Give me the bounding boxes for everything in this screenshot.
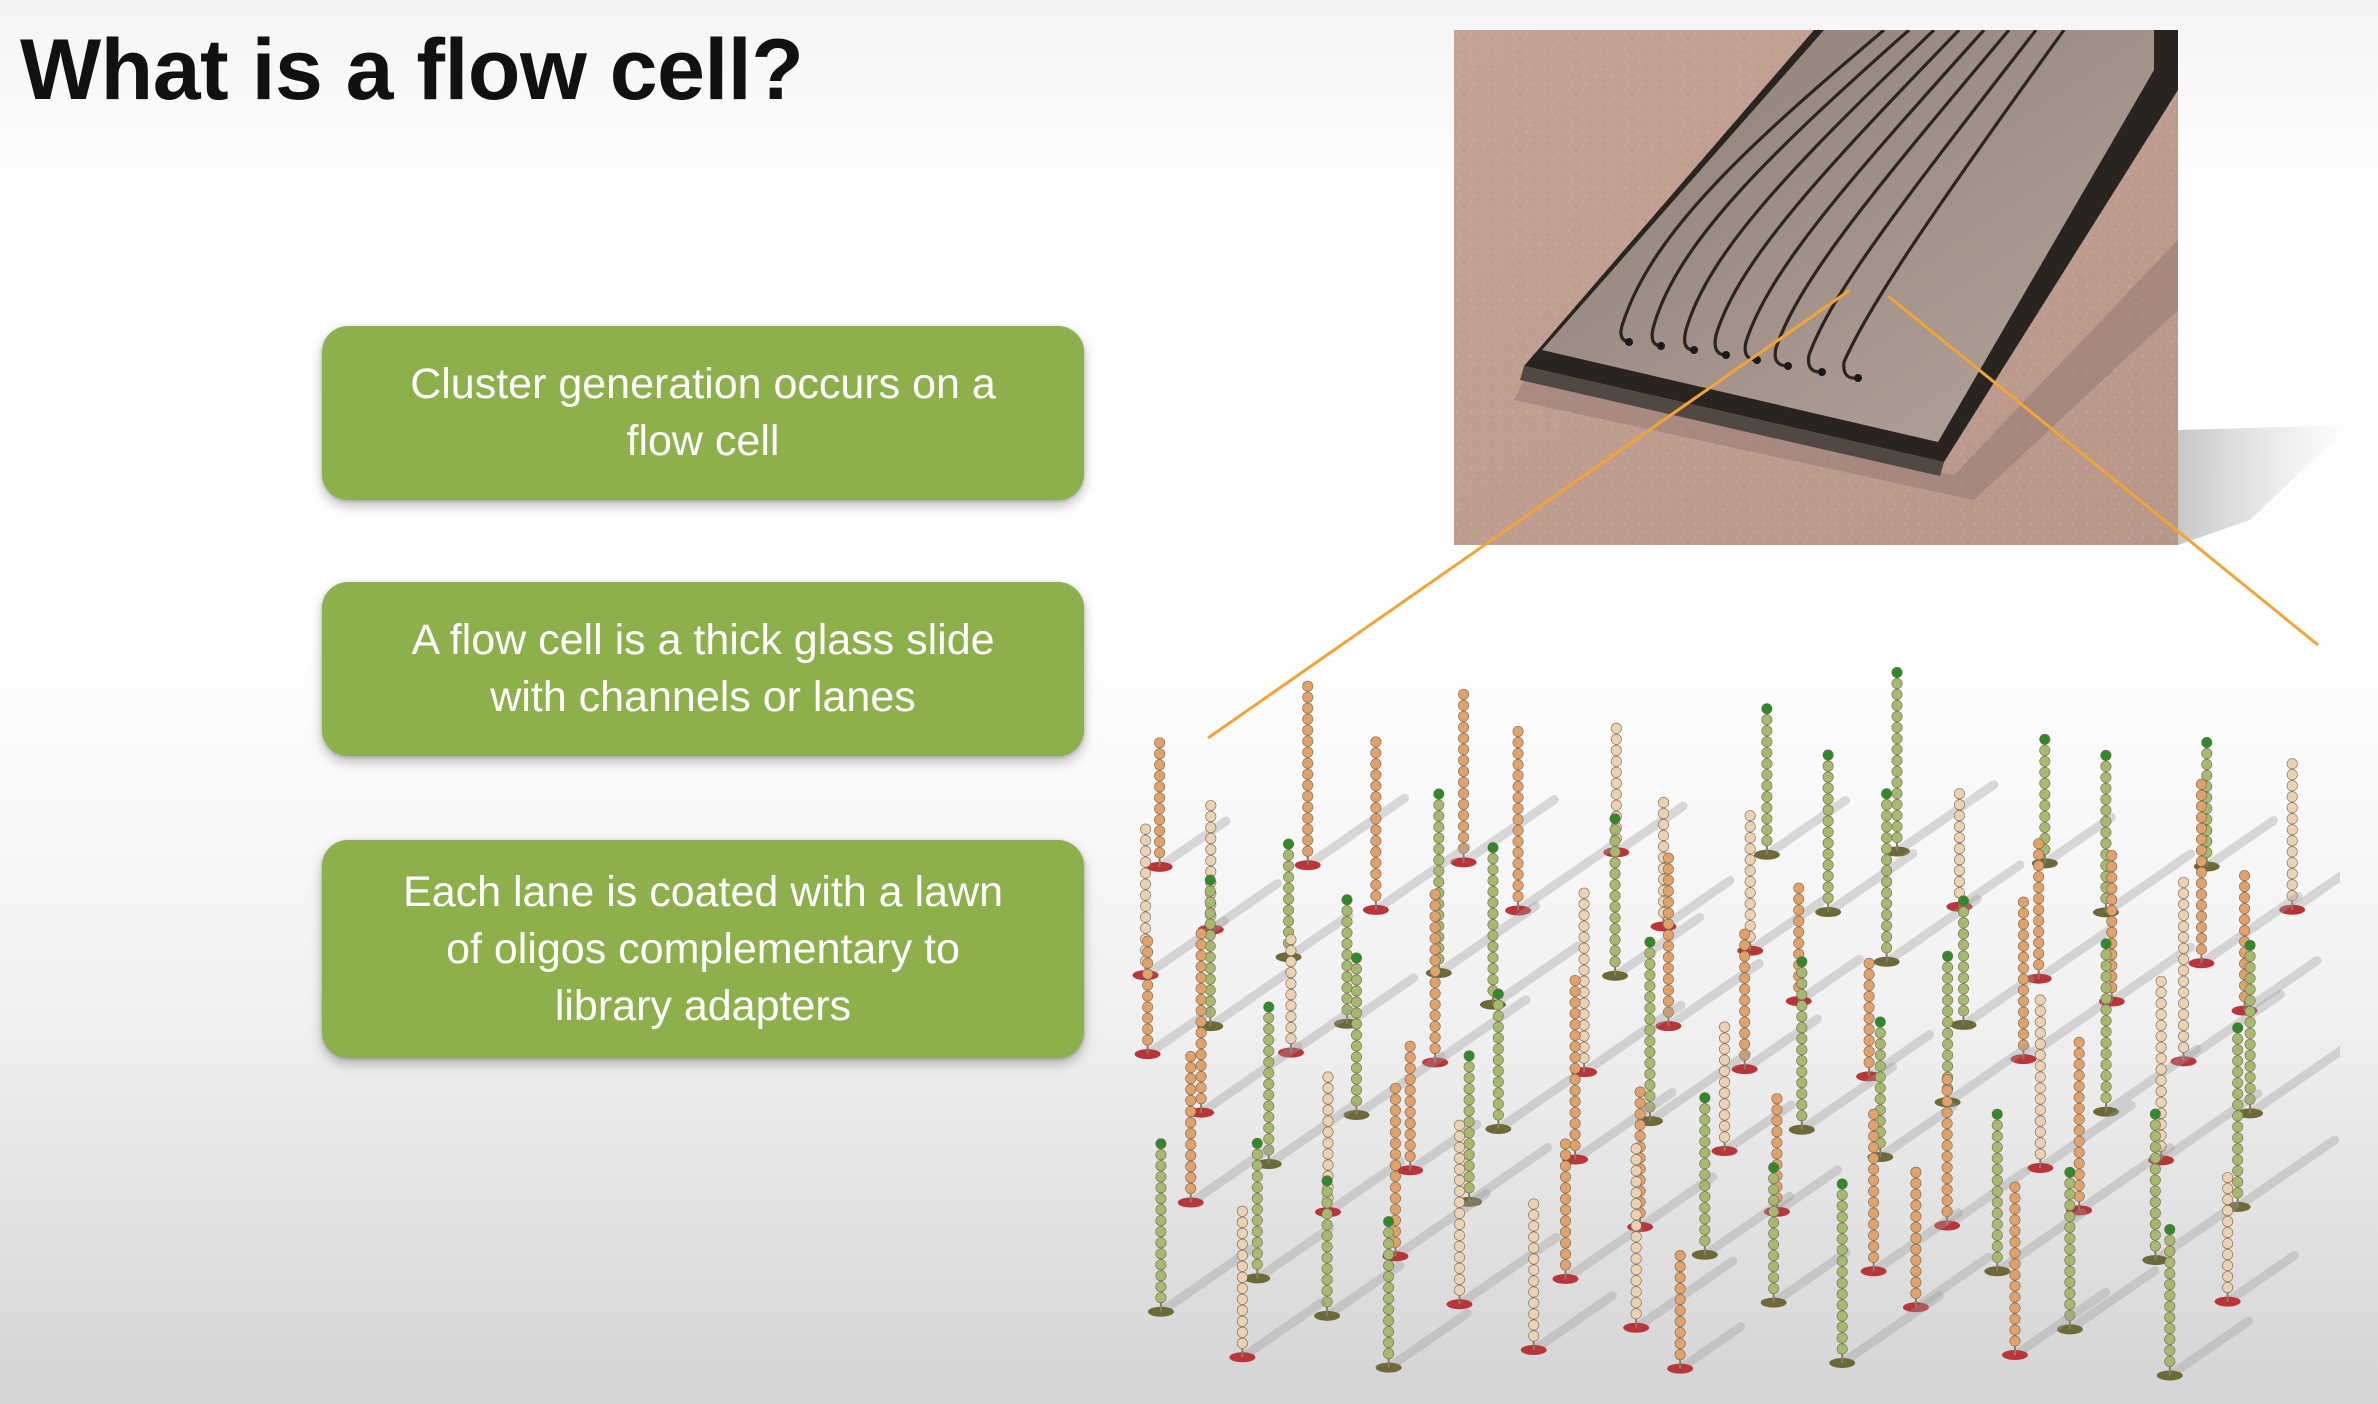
info-box-cluster-generation: Cluster generation occurs on a flow cell <box>322 326 1084 500</box>
oligo-lawn-illustration <box>1132 667 2340 1381</box>
oligo-strand <box>1815 749 1918 918</box>
info-box-text: Each lane is coated with a lawn of oligo… <box>403 864 1003 1035</box>
oligo-strand <box>2025 838 2116 984</box>
oligo-strand <box>1485 988 1576 1135</box>
oligo-strand <box>1134 935 1213 1060</box>
oligo-strand <box>1760 1162 1851 1308</box>
oligo-strand <box>1562 974 1677 1165</box>
oligo-strand <box>1946 788 2025 912</box>
info-box-line: Cluster generation occurs on a <box>410 360 996 408</box>
oligo-strand <box>1829 1178 1944 1368</box>
info-box-oligo-lawn: Each lane is coated with a lawn of oligo… <box>322 840 1084 1058</box>
oligo-strand <box>1867 1016 1958 1162</box>
slide-title: What is a flow cell? <box>20 22 804 118</box>
oligo-strand <box>2093 938 2202 1117</box>
oligo-strand <box>2027 994 2136 1173</box>
oligo-strand <box>1655 852 1764 1032</box>
info-box-text: Cluster generation occurs on a flow cell <box>410 356 996 470</box>
oligo-strand <box>2031 733 2116 869</box>
oligo-strand <box>1860 1108 1963 1277</box>
oligo-strand <box>2237 939 2340 1119</box>
info-box-line: flow cell <box>626 417 780 465</box>
oligo-strand <box>1636 936 1752 1127</box>
oligo-strand <box>1667 1250 1746 1374</box>
oligo-strand <box>2214 1172 2299 1307</box>
oligo-strand <box>1244 1137 1335 1284</box>
oligo-strand <box>1446 1119 1561 1310</box>
oligo-strand <box>1902 1166 1994 1313</box>
oligo-strand <box>1197 874 1294 1032</box>
oligo-strand <box>1520 1198 1617 1356</box>
oligo-strand <box>1623 1143 1738 1333</box>
oligo-strand <box>1856 957 1935 1082</box>
info-box-glass-slide: A flow cell is a thick glass slide with … <box>322 582 1084 756</box>
oligo-strand <box>2098 850 2195 1007</box>
oligo-strand <box>2010 896 2113 1065</box>
oligo-strand <box>1422 888 1531 1068</box>
oligo-strand <box>1147 1138 1257 1317</box>
oligo-strand <box>1650 797 1735 932</box>
oligo-strand <box>2279 758 2340 915</box>
flow-cell-photo <box>1454 30 2178 545</box>
oligo-strand <box>1691 1092 1795 1260</box>
oligo-strand <box>1188 928 1303 1118</box>
info-box-line: with channels or lanes <box>490 673 916 721</box>
oligo-strand <box>2156 1223 2253 1381</box>
oligo-strand <box>1456 1050 1553 1207</box>
info-box-text: A flow cell is a thick glass slide with … <box>411 612 994 726</box>
oligo-strand <box>1229 1205 1326 1363</box>
oligo-strand <box>2170 876 2285 1067</box>
oligo-strand <box>1382 1082 1491 1262</box>
oligo-strand <box>1950 895 2035 1030</box>
oligo-strand <box>1505 726 1620 916</box>
oligo-strand <box>1375 1216 1472 1373</box>
oligo-strand <box>1753 703 1851 860</box>
oligo-strand <box>1934 1074 2031 1231</box>
oligo-strand <box>1362 736 1472 915</box>
info-box-line: Each lane is coated with a lawn <box>403 867 1003 916</box>
oligo-strand <box>2092 749 2196 918</box>
oligo-strand <box>1602 813 1705 981</box>
oligo-strand <box>1479 842 1583 1010</box>
oligo-strand <box>1552 1138 1643 1284</box>
oligo-strand <box>1884 667 1999 857</box>
oligo-strand <box>2224 1022 2339 1212</box>
oligo-strand <box>2056 1166 2160 1335</box>
oligo-strand <box>1277 934 1356 1058</box>
info-box-line: A flow cell is a thick glass slide <box>411 616 995 664</box>
oligo-strand <box>1294 680 1410 871</box>
oligo-strand <box>2001 1181 2111 1361</box>
oligo-strand <box>1177 1051 1274 1208</box>
info-box-line: library adapters <box>554 981 852 1030</box>
oligo-strand <box>1450 688 1559 868</box>
oligo-strand <box>2142 1108 2239 1266</box>
info-box-line: of oligos complementary to <box>446 924 960 973</box>
